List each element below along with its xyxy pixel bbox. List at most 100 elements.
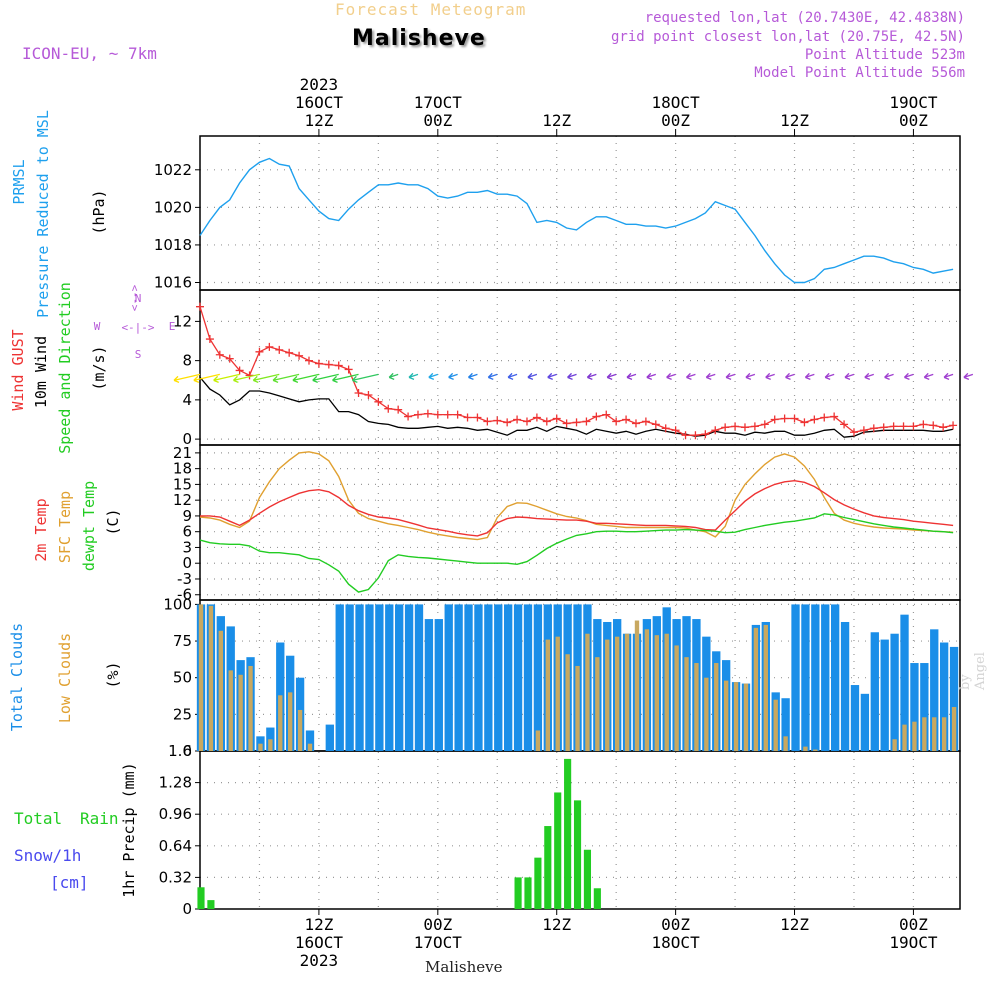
rain-bar	[554, 792, 562, 909]
gust-marker	[859, 426, 868, 435]
low-clouds-bar	[307, 743, 313, 751]
low-clouds-bar	[813, 749, 818, 751]
gust-marker	[314, 359, 323, 368]
temp-2m-line	[200, 479, 954, 537]
wind-direction-barb	[252, 373, 280, 383]
gust-marker	[790, 414, 799, 423]
low-clouds-bar	[704, 677, 709, 751]
total-clouds-bar	[523, 604, 533, 751]
top-time-label: 00Z	[899, 111, 928, 130]
gust-marker	[661, 424, 670, 433]
bottom-time-label: 12Z	[542, 915, 571, 934]
low-clouds-bar	[773, 699, 778, 751]
total-clouds-bar	[494, 604, 503, 751]
rain-bar	[524, 877, 532, 909]
clouds-unit-label: (%)	[104, 661, 122, 688]
total-clouds-bar	[404, 604, 414, 751]
prmsl-label: PRMSL	[10, 159, 28, 204]
gust-marker	[800, 418, 809, 427]
wind-direction-barb	[864, 372, 874, 380]
top-time-label: 16OCT	[295, 93, 344, 112]
gust-marker	[334, 361, 343, 370]
wind-direction-barb	[785, 372, 795, 380]
rain-bar	[573, 800, 582, 909]
low-clouds-bar	[545, 639, 550, 751]
gust-marker	[820, 413, 829, 422]
total-clouds-bar	[335, 604, 344, 751]
gust-marker	[889, 422, 898, 431]
requested-coords: requested lon,lat (20.7430E, 42.4838N)	[644, 10, 965, 26]
top-time-label: 00Z	[423, 111, 452, 130]
total-clouds-bar	[900, 614, 909, 751]
y-tick-label: 6	[182, 523, 192, 541]
low-clouds-bar	[565, 654, 570, 751]
wind-gust-label: Wind GUST	[9, 329, 27, 410]
y-tick-label: 0.96	[159, 805, 192, 823]
gust-marker	[612, 417, 621, 426]
wind-direction-barb	[903, 372, 914, 380]
bottom-time-label: 00Z	[423, 915, 452, 934]
gust-marker	[275, 345, 284, 354]
gust-marker	[592, 412, 601, 421]
point-altitude: Point Altitude 523m	[804, 47, 965, 63]
low-clouds-bar	[585, 633, 590, 751]
bottom-time-label: 00Z	[899, 915, 928, 934]
total-clouds-bar	[484, 604, 493, 751]
wind-direction-barb	[606, 372, 617, 380]
gust-marker	[602, 410, 611, 419]
gust-marker	[731, 422, 740, 431]
forecast-title: Forecast Meteogram	[335, 0, 527, 19]
snow-label: Snow/1h	[14, 846, 81, 865]
total-clouds-bar	[464, 604, 473, 751]
y-tick-label: 15	[173, 475, 192, 493]
y-tick-label: 3	[182, 538, 192, 556]
bottom-time-label: 17OCT	[414, 933, 463, 952]
wind-direction-barb	[745, 372, 756, 380]
gust-marker	[770, 415, 779, 424]
low-clouds-bar	[555, 636, 560, 751]
gust-marker	[810, 415, 819, 424]
wind-direction-barb	[567, 372, 577, 380]
top-time-label: 18OCT	[652, 93, 701, 112]
low-clouds-bar	[595, 657, 600, 751]
low-clouds-bar	[654, 635, 659, 751]
panel-frame	[199, 444, 961, 601]
wind-direction-barb	[408, 372, 419, 380]
y-tick-label: 50	[173, 669, 192, 687]
low-clouds-bar	[743, 683, 749, 751]
wind-direction-barb	[725, 372, 736, 380]
gust-marker	[225, 354, 234, 363]
top-time-label: 12Z	[542, 111, 571, 130]
total-clouds-bar	[830, 604, 840, 751]
total-clouds-bar	[811, 604, 820, 751]
wind-direction-barb	[332, 373, 359, 383]
y-tick-label: 12	[173, 312, 192, 330]
low-clouds-bar	[624, 633, 630, 751]
low-clouds-bar	[941, 717, 947, 751]
low-clouds-bar	[614, 636, 620, 751]
gust-marker	[651, 420, 660, 429]
pressure-msl-label: Pressure Reduced to MSL	[34, 110, 52, 318]
low-clouds-bar	[714, 663, 719, 751]
gust-marker	[513, 415, 522, 424]
gust-marker	[374, 397, 383, 406]
wind-gust-line	[199, 306, 954, 436]
wind-direction-barb	[173, 373, 201, 383]
y-tick-label: 1018	[154, 236, 192, 254]
wind-direction-barb	[547, 372, 557, 380]
wind-direction-barb	[232, 373, 260, 383]
gust-marker	[760, 420, 769, 429]
gust-marker	[622, 415, 631, 424]
total-clouds-bar	[424, 619, 434, 751]
wind-10m-label: 10m Wind	[32, 336, 50, 408]
low-clouds-bar	[268, 739, 273, 751]
total-clouds-bar	[434, 619, 443, 751]
gust-marker	[542, 417, 551, 426]
gust-marker	[750, 422, 759, 431]
y-tick-label: 8	[182, 352, 192, 370]
top-time-label: 19OCT	[889, 93, 938, 112]
wind-speed-line	[199, 376, 954, 438]
gust-marker	[285, 348, 294, 357]
gust-marker	[295, 351, 304, 360]
rain-bar	[514, 877, 522, 909]
